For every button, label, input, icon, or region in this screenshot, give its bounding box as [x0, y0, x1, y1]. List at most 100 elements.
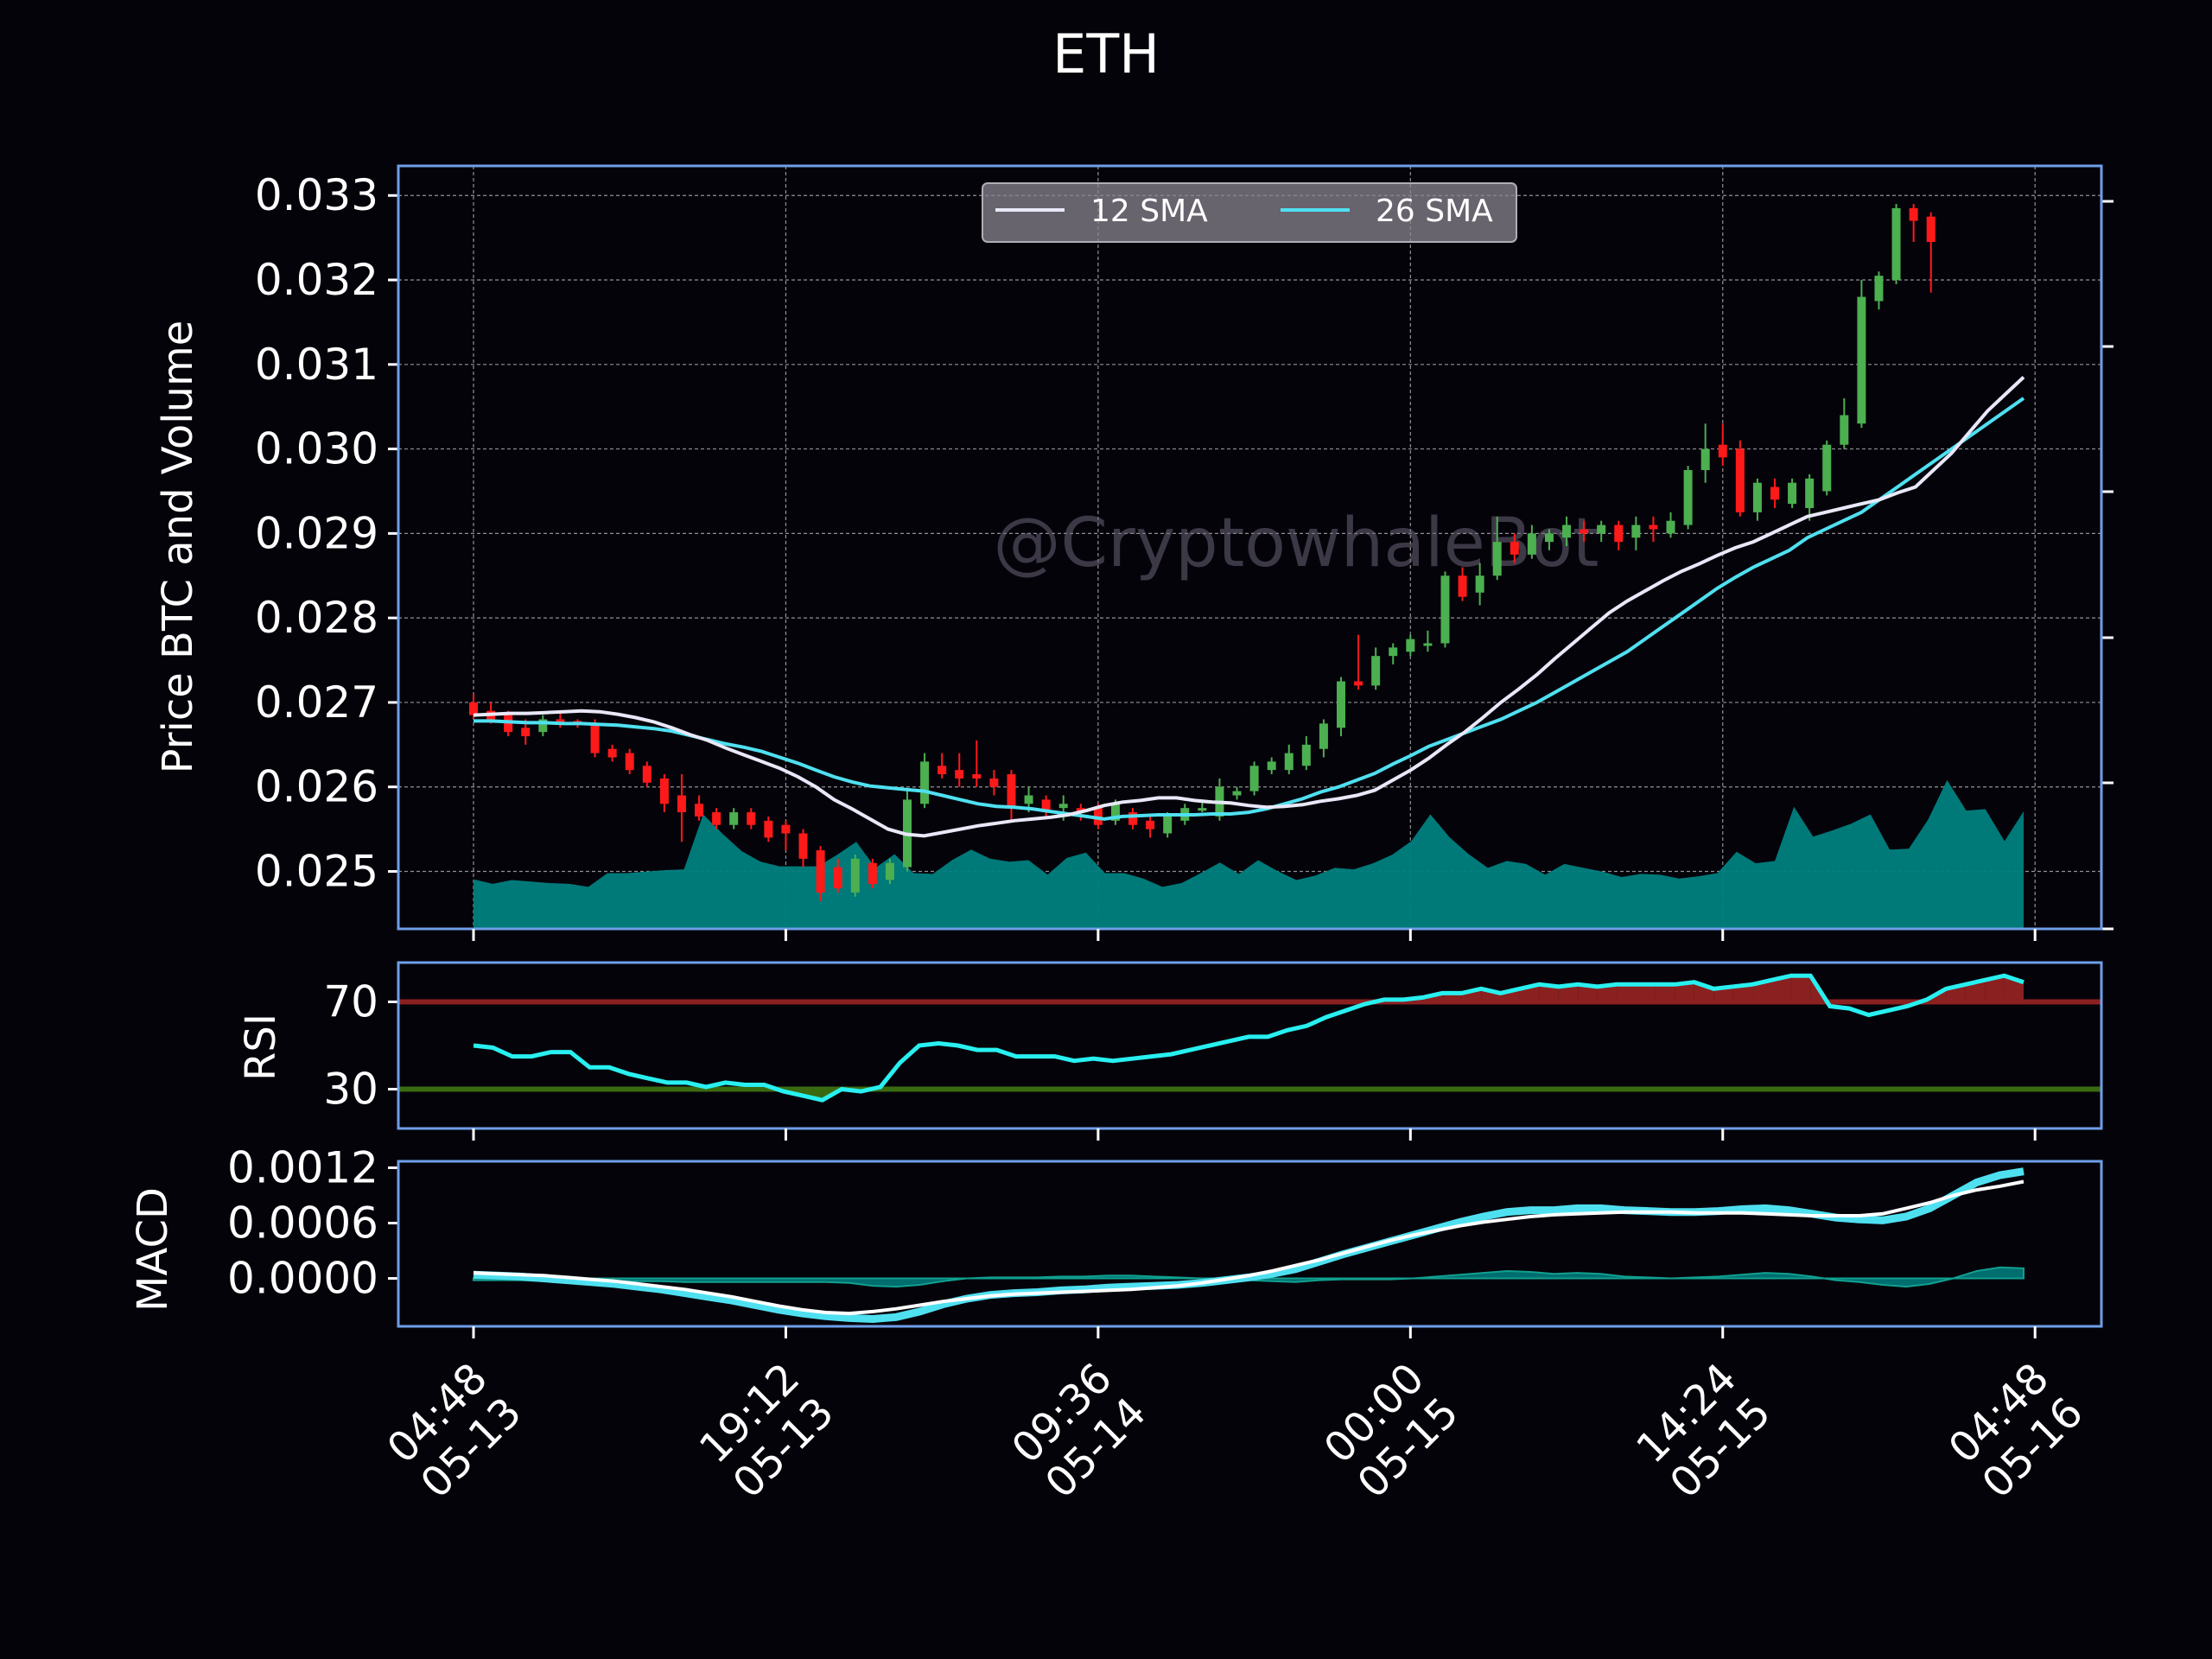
candle-body — [521, 728, 531, 737]
rsi-y-ticks: 30 70 — [323, 976, 398, 1115]
candle-body — [1822, 444, 1832, 492]
rsi-overbought-fill — [1539, 984, 1559, 1002]
price-grid — [398, 166, 2101, 929]
candle-body — [1354, 681, 1363, 686]
price-y-tick-label: 0.032 — [255, 255, 378, 305]
sma26-line — [474, 397, 2025, 821]
candle-body — [1544, 533, 1554, 543]
rsi-panel: 30 70 RSI — [237, 961, 2103, 1130]
candle-body — [695, 804, 704, 817]
candles — [469, 204, 1936, 901]
candle-body — [1527, 533, 1536, 555]
candle-body — [816, 850, 825, 893]
candle-body — [1267, 761, 1276, 771]
volume-area-fill — [474, 779, 2024, 929]
candle-body — [781, 824, 791, 834]
candle-body — [1475, 575, 1484, 593]
rsi-overbought-fill — [1636, 984, 1656, 1002]
candle-body — [1788, 482, 1797, 505]
candle-body — [625, 753, 634, 771]
candle-body — [1614, 524, 1624, 543]
rsi-overbought-fill — [1558, 984, 1579, 1002]
macd-y-tick-label: 0.0006 — [227, 1198, 378, 1248]
sma12-line — [473, 376, 2025, 838]
candle-body — [1249, 766, 1259, 791]
price-y-tick-label: 0.029 — [255, 508, 378, 558]
macd-histogram-area — [473, 1266, 2024, 1288]
volume-area — [474, 779, 2024, 929]
legend-box — [982, 182, 1517, 243]
legend: 12 SMA 26 SMA — [982, 182, 1517, 243]
candle-body — [504, 715, 513, 733]
candle-body — [833, 867, 842, 889]
rsi-overbought-fill — [1655, 984, 1675, 1002]
candle-body — [1128, 812, 1138, 825]
candle-body — [850, 858, 860, 893]
candle-body — [1510, 542, 1519, 555]
macd-panel: 0.0000 0.0006 0.0012 MACD — [129, 1142, 2103, 1328]
candle-body — [1631, 524, 1641, 538]
rsi-line — [473, 973, 2024, 1103]
candle-body — [1041, 799, 1051, 813]
rsi-panel-frame — [397, 961, 2103, 1130]
rsi-overbought-fill — [1597, 984, 1618, 1002]
macd-y-tick-label: 0.0000 — [227, 1254, 378, 1304]
candle-body — [1198, 808, 1207, 811]
rsi-overbought-fill — [1771, 976, 1791, 1002]
candle-body — [1580, 529, 1589, 534]
candle-body — [1058, 804, 1068, 809]
macd-line — [473, 1167, 2024, 1324]
candle-body — [1857, 296, 1866, 424]
candle-body — [1926, 216, 1936, 243]
candle-body — [1406, 639, 1415, 652]
candle-body — [712, 812, 721, 825]
rsi-overbought-fill — [1732, 984, 1753, 1002]
candle-body — [1423, 643, 1433, 646]
candle-body — [1683, 470, 1693, 525]
candle-body — [1024, 795, 1033, 804]
candle-body — [1389, 647, 1398, 657]
rsi-ylabel: RSI — [237, 1014, 285, 1081]
candle-body — [747, 812, 756, 825]
candle-body — [1805, 478, 1815, 509]
candle-body — [1440, 575, 1450, 644]
rsi-overbought-fill — [1694, 982, 1714, 1002]
candle-body — [920, 761, 930, 804]
price-y-tick-label: 0.026 — [255, 762, 378, 812]
candle-body — [764, 820, 773, 838]
candle-body — [1337, 681, 1345, 728]
candle-body — [1909, 207, 1918, 221]
candle-body — [989, 778, 999, 787]
candle-body — [1284, 753, 1294, 771]
macd-ylabel: MACD — [129, 1187, 177, 1312]
price-panel: @CryptowhaleBot 0.0250.0260.0270.0280.02… — [154, 164, 2113, 931]
candle-body — [1007, 774, 1016, 809]
candle-body — [1492, 542, 1502, 576]
candle-body — [1110, 804, 1120, 821]
rsi-overbought-fill — [1985, 976, 2005, 1002]
candle-body — [607, 748, 617, 758]
candle-body — [1770, 486, 1779, 500]
legend-label-sma12: 12 SMA — [1090, 194, 1208, 229]
candle-body — [590, 723, 600, 753]
legend-label-sma26: 26 SMA — [1376, 194, 1493, 229]
candle-body — [1232, 791, 1242, 796]
sma-lines — [473, 376, 2025, 838]
candle-body — [1840, 415, 1849, 445]
candle-body — [1666, 520, 1675, 534]
rsi-y-tick-label: 30 — [323, 1065, 378, 1115]
candle-body — [538, 719, 548, 733]
rsi-y-tick-label: 70 — [323, 976, 378, 1027]
candle-body — [1718, 444, 1727, 458]
candle-body — [938, 766, 947, 775]
price-panel-frame — [397, 164, 2103, 931]
candle-body — [955, 770, 964, 779]
rsi-overbought-fill — [1675, 982, 1694, 1002]
price-y-tick-label: 0.030 — [255, 424, 378, 474]
price-ylabel: Price BTC and Volume — [154, 321, 202, 774]
macd-y-ticks: 0.0000 0.0006 0.0012 — [227, 1142, 398, 1304]
candle-body — [1649, 524, 1658, 530]
candle-body — [677, 795, 686, 813]
candle-body — [1735, 448, 1745, 512]
